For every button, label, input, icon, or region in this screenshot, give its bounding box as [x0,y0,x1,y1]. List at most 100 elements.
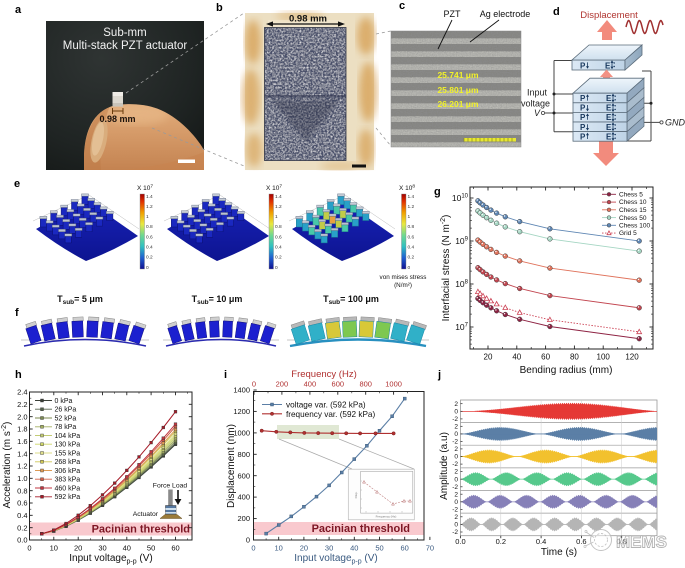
svg-text:20: 20 [484,353,493,362]
svg-text:40: 40 [512,353,521,362]
svg-text:Pacinian threshold: Pacinian threshold [92,524,190,536]
svg-text:E: E [606,94,612,103]
svg-text:0.2: 0.2 [496,537,506,546]
svg-text:Interfacial stress (N m-2): Interfacial stress (N m-2) [440,215,452,322]
svg-text:2: 2 [454,401,458,408]
svg-text:Chess 15: Chess 15 [619,207,647,214]
svg-text:e: e [14,178,20,190]
svg-text:25.801 μm: 25.801 μm [437,85,479,95]
svg-text:voltage var. (592 kPa): voltage var. (592 kPa) [286,401,366,410]
svg-text:1.4: 1.4 [275,194,282,200]
svg-text:1.6: 1.6 [17,437,27,446]
svg-text:g: g [434,186,441,198]
svg-text:460 kPa: 460 kPa [55,485,81,492]
svg-text:Force Load: Force Load [153,483,188,490]
svg-text:0: 0 [275,265,278,271]
svg-text:d: d [553,6,560,18]
svg-text:1.8: 1.8 [17,425,27,434]
svg-text:0.2: 0.2 [146,255,153,261]
svg-text:1.2: 1.2 [408,204,415,210]
svg-text:b: b [216,2,223,14]
svg-text:306 kPa: 306 kPa [55,468,81,475]
svg-text:Input voltagep-p (V): Input voltagep-p (V) [69,553,153,566]
svg-text:200: 200 [276,380,289,389]
svg-text:0.2: 0.2 [408,255,415,261]
svg-text:GND: GND [665,117,685,127]
svg-text:1010: 1010 [452,193,469,203]
svg-text:10: 10 [50,544,58,553]
svg-text:0 kPa: 0 kPa [55,398,73,405]
svg-text:60: 60 [541,353,550,362]
svg-text:50: 50 [375,544,383,553]
svg-text:200: 200 [237,514,250,523]
svg-text:78 kPa: 78 kPa [55,424,77,431]
svg-text:0.0: 0.0 [17,536,27,545]
svg-text:60: 60 [401,544,409,553]
svg-text:1.4: 1.4 [408,194,415,200]
svg-text:0.2: 0.2 [17,523,27,532]
svg-text:600: 600 [332,380,345,389]
svg-text:25.741 μm: 25.741 μm [437,70,479,80]
svg-text:0.98 mm: 0.98 mm [99,114,135,124]
svg-text:P: P [580,113,586,122]
svg-text:0: 0 [454,499,458,506]
svg-text:0.8: 0.8 [17,486,27,495]
svg-text:104 kPa: 104 kPa [55,433,81,440]
svg-text:-2: -2 [452,439,458,446]
svg-text:E: E [606,123,612,132]
svg-text:1: 1 [408,214,411,220]
svg-text:Acceleration (m s-2): Acceleration (m s-2) [1,422,13,509]
svg-text:100: 100 [597,353,611,362]
svg-text:P: P [580,62,586,71]
svg-text:0.6: 0.6 [408,234,415,240]
svg-text:Amplitude (a.u): Amplitude (a.u) [439,432,450,500]
svg-text:0.6: 0.6 [576,537,586,546]
svg-text:0.0: 0.0 [455,537,465,546]
svg-text:0.8: 0.8 [408,224,415,230]
svg-text:2.4: 2.4 [17,388,27,397]
svg-text:voltage: voltage [521,99,550,109]
svg-text:1.2: 1.2 [275,204,282,210]
svg-text:0: 0 [146,265,149,271]
svg-text:-2: -2 [452,461,458,468]
svg-text:1.4: 1.4 [17,449,27,458]
svg-text:c: c [399,0,405,12]
svg-text:120: 120 [625,353,639,362]
svg-text:X 107: X 107 [137,184,153,193]
svg-text:0.4: 0.4 [17,511,27,520]
svg-text:592 kPa: 592 kPa [55,494,81,501]
svg-text:E: E [606,113,612,122]
svg-text:i: i [224,369,227,381]
svg-text:1.2: 1.2 [17,462,27,471]
svg-text:130 kPa: 130 kPa [55,442,81,449]
svg-text:Ag electrode: Ag electrode [480,9,531,19]
svg-text:Displacement (nm): Displacement (nm) [226,424,237,508]
svg-text:0.4: 0.4 [408,245,415,251]
svg-text:E: E [606,132,612,141]
svg-text:0: 0 [454,476,458,483]
svg-text:2: 2 [454,423,458,430]
svg-text:V: V [534,108,541,118]
svg-text:0: 0 [454,408,458,415]
svg-text:0.6: 0.6 [275,234,282,240]
svg-text:109: 109 [455,236,468,246]
svg-text:0.8: 0.8 [275,224,282,230]
svg-text:10: 10 [275,544,283,553]
svg-text:P: P [580,94,586,103]
svg-text:E: E [605,62,611,71]
svg-text:155 kPa: 155 kPa [55,450,81,457]
svg-text:26 kPa: 26 kPa [55,407,77,414]
svg-text:a: a [15,4,22,16]
svg-text:60: 60 [171,544,179,553]
svg-text:(N/m²): (N/m²) [394,282,412,289]
svg-text:PZT: PZT [444,9,462,19]
svg-text:0: 0 [252,380,256,389]
svg-text:50: 50 [147,544,155,553]
svg-text:1000: 1000 [233,429,250,438]
svg-text:1000: 1000 [385,380,402,389]
svg-text:600: 600 [237,471,250,480]
svg-text:0.8: 0.8 [616,537,626,546]
svg-text:52 kPa: 52 kPa [55,415,77,422]
svg-text:j: j [437,369,441,381]
svg-text:1: 1 [275,214,278,220]
